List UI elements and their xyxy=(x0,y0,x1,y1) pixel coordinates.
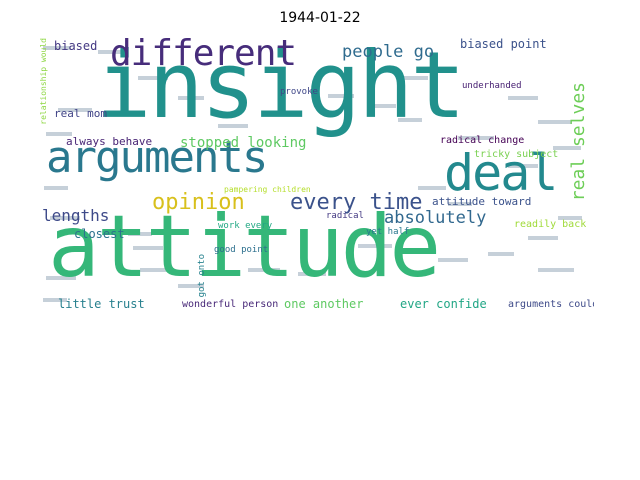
chart-title: 1944-01-22 xyxy=(279,10,361,26)
word-one-another: one another xyxy=(284,297,364,311)
word-opinion: opinion xyxy=(152,190,245,215)
word-always-behave: always behave xyxy=(66,135,153,148)
word-ever-confide: ever confide xyxy=(400,297,487,311)
word-biased: biased xyxy=(54,39,98,53)
word-attitude: attitude xyxy=(48,197,441,297)
word-attitude-toward: attitude toward xyxy=(432,195,532,208)
word-every-time: every time xyxy=(290,190,423,215)
word-biased-point: biased point xyxy=(460,37,547,51)
word-yet-half: yet half xyxy=(366,227,410,237)
word-work-every: work every xyxy=(218,221,273,231)
word-good-point: good point xyxy=(214,245,269,255)
word-radical-change: radical change xyxy=(440,135,525,146)
word-little-trust: little trust xyxy=(58,297,145,311)
word-absolutely: absolutely xyxy=(384,208,487,228)
word-closest: closest xyxy=(74,227,125,241)
word-cloud: attitude insight arguments deal differen… xyxy=(38,36,594,313)
word-stopped-looking: stopped looking xyxy=(180,135,307,151)
word-deal: deal xyxy=(444,144,558,202)
word-underhanded: underhanded xyxy=(462,81,522,91)
word-pampering-children: pampering children xyxy=(224,185,311,194)
word-got-onto: got onto xyxy=(197,254,207,298)
word-wonderful-person: wonderful person xyxy=(182,299,279,310)
word-lengths: lengths xyxy=(42,206,110,225)
word-different: different xyxy=(110,36,297,74)
word-real-selves: real selves xyxy=(568,82,589,202)
word-relationship-would: relationship would xyxy=(39,38,48,125)
word-arguments-could: arguments could xyxy=(508,299,594,310)
word-people-go: people go xyxy=(342,42,435,62)
word-provoke: provoke xyxy=(280,87,318,97)
word-radical: radical xyxy=(326,211,364,221)
word-arguments: arguments xyxy=(46,132,268,183)
word-real-mom: real mom xyxy=(54,107,107,120)
word-readily-back: readily back xyxy=(514,219,587,230)
small-words-background xyxy=(43,46,582,302)
word-insight: insight xyxy=(96,36,466,139)
word-tricky-subject: tricky subject xyxy=(474,149,559,160)
